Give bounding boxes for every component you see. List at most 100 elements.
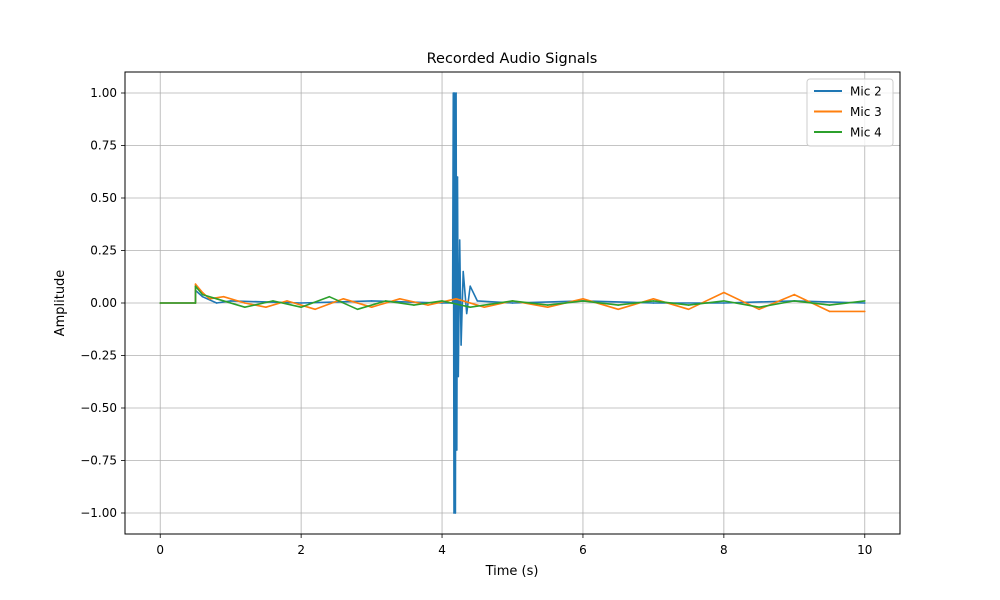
data-point (194, 302, 197, 304)
data-point (457, 375, 460, 378)
data-point (453, 92, 456, 94)
data-point (370, 300, 373, 302)
data-point (300, 302, 302, 304)
data-point (454, 512, 457, 514)
y-tick-label: 0.25 (90, 244, 117, 258)
data-point (511, 300, 514, 302)
data-point (356, 308, 359, 311)
data-point (370, 306, 373, 309)
data-point (864, 310, 866, 313)
y-tick-label: −0.50 (80, 401, 117, 415)
data-point (687, 304, 690, 306)
data-point (229, 300, 232, 302)
data-point (652, 302, 655, 304)
data-point (384, 300, 387, 302)
data-point (864, 302, 866, 304)
data-point (793, 300, 796, 302)
x-tick-label: 4 (438, 543, 446, 557)
data-point (208, 298, 211, 300)
data-point (469, 306, 472, 309)
data-point (723, 291, 725, 294)
data-point (314, 308, 317, 311)
data-point (469, 285, 472, 288)
data-point (222, 295, 225, 298)
y-tick-label: 0.00 (90, 296, 117, 310)
data-point (441, 300, 443, 302)
data-point (546, 304, 549, 306)
data-point (687, 308, 690, 311)
data-point (286, 300, 288, 302)
data-point (399, 298, 401, 300)
data-point (215, 302, 218, 304)
data-point (758, 308, 760, 311)
data-point (455, 92, 457, 94)
data-point (460, 344, 462, 346)
legend-entry: Mic 3 (814, 105, 882, 119)
legend-entry: Mic 2 (814, 85, 882, 99)
data-point (194, 285, 197, 288)
legend-label: Mic 4 (850, 126, 882, 140)
data-point (793, 293, 796, 296)
data-point (483, 306, 486, 309)
data-point (652, 298, 655, 300)
chart-title: Recorded Audio Signals (427, 51, 598, 67)
x-tick-label: 2 (297, 543, 305, 557)
x-tick-label: 10 (857, 543, 872, 557)
data-point (244, 302, 246, 304)
data-point (342, 298, 345, 300)
data-point (476, 300, 479, 302)
data-point (458, 239, 461, 241)
data-point (582, 298, 584, 300)
y-tick-label: −1.00 (80, 506, 117, 520)
data-point (828, 310, 831, 313)
data-point (413, 304, 415, 306)
data-point (864, 300, 866, 302)
data-point (244, 306, 246, 309)
y-tick-label: 0.50 (90, 191, 117, 205)
data-point (617, 308, 619, 311)
data-point (582, 300, 584, 302)
y-tick-label: 1.00 (90, 86, 117, 100)
y-tick-label: 0.75 (90, 139, 117, 153)
data-point (652, 300, 655, 302)
x-axis-label: Time (s) (485, 564, 539, 579)
data-point (456, 449, 458, 451)
data-point (723, 302, 725, 304)
data-point (201, 295, 204, 298)
data-point (617, 304, 619, 306)
series-mic-4 (159, 285, 866, 311)
data-point (511, 302, 514, 304)
data-point (452, 92, 455, 94)
series-layer (159, 92, 866, 514)
data-point (546, 306, 549, 309)
data-point (427, 304, 429, 306)
legend-label: Mic 3 (850, 105, 882, 119)
data-point (272, 300, 274, 302)
data-point (723, 300, 725, 302)
x-tick-label: 6 (579, 543, 587, 557)
data-point (159, 302, 161, 304)
data-point (453, 512, 455, 514)
y-tick-label: −0.25 (80, 349, 117, 363)
data-point (455, 298, 457, 300)
y-tick-label: −0.75 (80, 454, 117, 468)
y-axis-ticks: 1.00 0.75 0.50 0.25 0.00 −0.25 −0.50 −0.75 −1.00 (80, 86, 125, 520)
data-point (465, 312, 468, 315)
legend-label: Mic 2 (850, 85, 882, 99)
data-point (758, 306, 760, 309)
data-point (328, 295, 331, 298)
data-point (215, 298, 218, 300)
x-axis-ticks: 0 2 4 6 8 10 (156, 534, 872, 557)
legend: Mic 2 Mic 3 Mic 4 (806, 78, 894, 147)
data-point (300, 306, 302, 309)
data-point (201, 293, 204, 296)
legend-frame (806, 78, 894, 147)
data-point (828, 304, 831, 306)
legend-entry: Mic 4 (814, 126, 882, 140)
data-point (194, 283, 197, 285)
data-point (456, 176, 459, 178)
x-tick-label: 8 (720, 543, 728, 557)
y-axis-label: Amplitude (53, 270, 68, 337)
data-point (265, 306, 267, 309)
